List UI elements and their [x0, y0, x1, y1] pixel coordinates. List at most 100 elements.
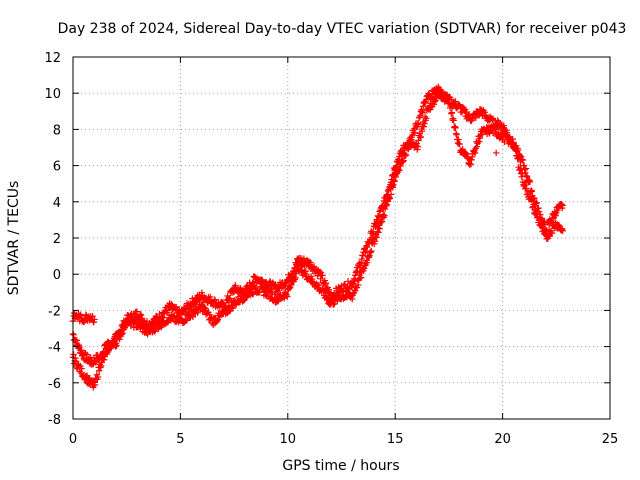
data-point — [211, 296, 219, 303]
data-point — [386, 195, 394, 202]
data-point — [530, 201, 537, 208]
data-point — [559, 202, 566, 209]
data-point — [275, 298, 282, 305]
grid — [73, 57, 610, 419]
y-tick-label: 6 — [53, 160, 61, 175]
data-points — [69, 83, 566, 391]
data-point — [414, 143, 422, 150]
data-point — [96, 367, 103, 374]
x-tick-label: 15 — [387, 432, 404, 447]
data-point — [514, 155, 522, 163]
data-point — [417, 133, 425, 141]
data-point — [381, 212, 388, 219]
data-point — [391, 178, 398, 185]
y-axis-label: SDTVAR / TECUs — [6, 181, 22, 296]
data-point — [522, 165, 530, 172]
data-point — [363, 244, 371, 251]
data-point — [452, 124, 459, 131]
data-point — [492, 149, 500, 157]
y-tick-label: 10 — [44, 87, 61, 102]
data-point — [400, 157, 407, 164]
data-point — [528, 196, 536, 204]
data-point — [534, 213, 542, 221]
data-point — [472, 114, 479, 122]
data-point — [447, 102, 454, 110]
data-point — [559, 227, 566, 234]
chart-title: Day 238 of 2024, Sidereal Day-to-day VTE… — [58, 21, 627, 37]
data-point — [373, 234, 380, 241]
data-point — [446, 96, 453, 103]
data-point — [307, 259, 314, 266]
y-tick-label: 2 — [53, 232, 61, 247]
y-tick-label: -2 — [48, 304, 61, 319]
data-point — [100, 349, 108, 356]
data-point — [357, 274, 365, 281]
data-point — [319, 272, 326, 279]
data-point — [548, 229, 556, 237]
data-point — [452, 98, 459, 105]
data-point — [397, 162, 404, 170]
x-tick-label: 20 — [494, 432, 511, 447]
y-tick-label: 12 — [44, 51, 61, 66]
x-tick-label: 25 — [602, 432, 619, 447]
data-point — [510, 139, 517, 146]
data-point — [316, 268, 324, 276]
data-point — [526, 178, 534, 186]
data-point — [91, 381, 99, 389]
data-point — [456, 140, 463, 148]
data-point — [368, 247, 375, 255]
data-point — [72, 358, 80, 365]
data-point — [448, 109, 456, 116]
data-point — [91, 316, 98, 323]
data-point — [519, 170, 526, 177]
data-point — [402, 151, 410, 158]
y-tick-label: 4 — [53, 196, 61, 211]
y-tick-label: -6 — [48, 377, 61, 392]
axis-ticks — [72, 56, 611, 420]
data-point — [77, 311, 84, 318]
data-point — [363, 259, 371, 266]
data-point — [221, 305, 229, 312]
data-point — [70, 351, 77, 358]
data-point — [98, 359, 105, 366]
data-point — [207, 293, 214, 301]
x-tick-label: 10 — [280, 432, 297, 447]
data-point — [411, 129, 419, 136]
data-point — [421, 120, 428, 127]
x-tick-label: 5 — [176, 432, 184, 447]
y-tick-label: -8 — [48, 413, 61, 428]
data-point — [113, 342, 120, 349]
data-point — [362, 248, 370, 255]
data-point — [167, 317, 175, 324]
tick-labels: 0 5 10 15 20 25 -8 -6 -4 -2 0 2 4 6 8 10 12 — [44, 51, 618, 447]
data-point — [405, 144, 413, 151]
data-point — [137, 311, 145, 319]
data-point — [419, 109, 426, 116]
data-point — [89, 312, 96, 320]
data-point — [83, 351, 91, 358]
data-point — [77, 312, 85, 320]
data-point — [415, 121, 422, 128]
data-point — [396, 167, 403, 174]
y-tick-label: 0 — [53, 268, 61, 283]
data-point — [523, 185, 530, 192]
data-point — [317, 275, 324, 282]
data-point — [284, 293, 291, 300]
data-point — [351, 277, 358, 285]
x-axis-label: GPS time / hours — [282, 458, 399, 474]
data-point — [226, 295, 234, 302]
data-point — [94, 373, 102, 381]
data-point — [119, 330, 126, 337]
data-point — [78, 365, 85, 372]
data-point — [202, 305, 209, 312]
x-tick-label: 0 — [69, 432, 77, 447]
data-point — [450, 117, 457, 124]
data-point — [413, 140, 420, 147]
data-point — [315, 281, 323, 289]
data-point — [298, 263, 306, 271]
data-point — [229, 305, 237, 312]
data-point — [214, 316, 222, 323]
data-point — [519, 156, 527, 163]
data-point — [376, 225, 383, 232]
